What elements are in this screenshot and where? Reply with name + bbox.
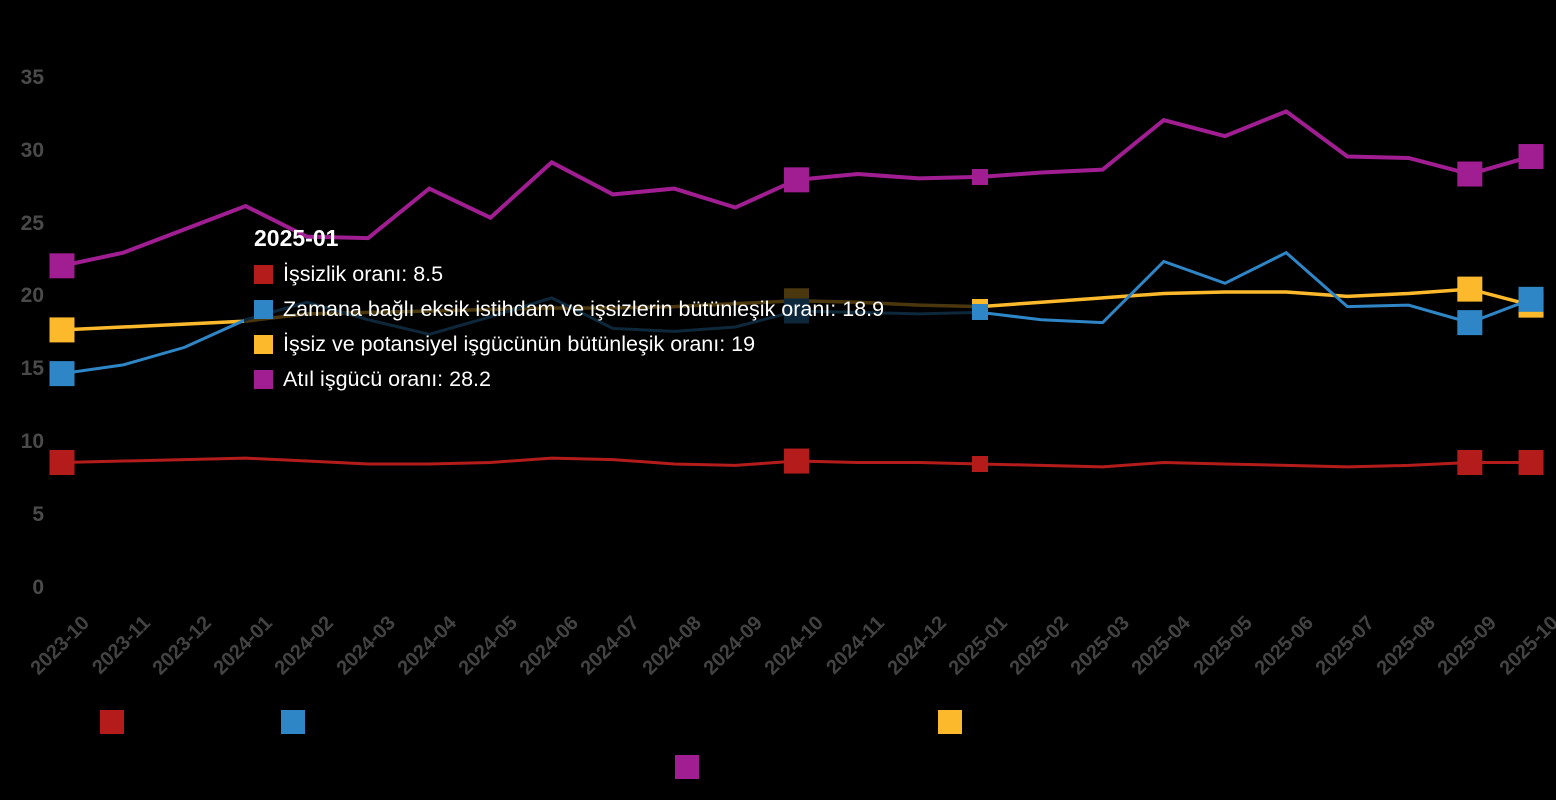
series-marker: [1518, 449, 1544, 475]
tooltip-series-text: Zamana bağlı eksik istihdam ve işsizleri…: [283, 297, 885, 321]
legend-label: Atıl işgücü oranı: [708, 755, 859, 778]
series-marker: [1457, 449, 1483, 475]
tooltip-series-swatch-icon: [254, 335, 273, 354]
tooltip-row: Zamana bağlı eksik istihdam ve işsizleri…: [254, 297, 884, 322]
tooltip-series-swatch-icon: [254, 300, 273, 319]
series-marker: [1457, 276, 1483, 302]
legend-item-0[interactable]: İşsizlik oranı: [100, 710, 249, 734]
series-marker: [49, 449, 75, 475]
series-marker: [1518, 144, 1544, 170]
y-axis-tick-label: 20: [20, 284, 44, 308]
tooltip-title: 2025-01: [254, 225, 339, 251]
tooltip-series-text: İşsizlik oranı: 8.5: [283, 262, 444, 286]
tooltip-series-text: Atıl işgücü oranı: 28.2: [283, 367, 491, 391]
legend-item-1[interactable]: Zamana bağlı eksik istihdam ve işsizleri…: [281, 710, 849, 734]
series-marker: [1518, 286, 1544, 312]
hovered-point-marker: [972, 455, 989, 472]
series-marker: [49, 317, 75, 343]
tooltip-row: Atıl işgücü oranı: 28.2: [254, 367, 884, 392]
tooltip-series-text: İşsiz ve potansiyel işgücünün bütünleşik…: [283, 332, 756, 356]
y-axis-tick-label: 30: [20, 138, 44, 162]
series-marker: [1457, 161, 1483, 187]
series-marker: [49, 253, 75, 279]
legend-label: Zamana bağlı eksik istihdam ve işsizleri…: [314, 710, 849, 733]
y-axis-tick-label: 0: [32, 575, 44, 599]
y-axis-tick-label: 10: [20, 430, 44, 454]
series-marker: [784, 448, 810, 474]
legend-swatch-icon: [100, 710, 124, 734]
hovered-point-marker: [972, 304, 989, 321]
series-marker: [49, 361, 75, 387]
y-axis-tick-label: 5: [32, 502, 44, 526]
legend-swatch-icon: [281, 710, 305, 734]
series-marker: [1457, 310, 1483, 336]
tooltip-background: [244, 247, 972, 409]
legend-swatch-icon: [938, 710, 962, 734]
y-axis-tick-label: 25: [20, 211, 44, 235]
tooltip-row: İşsiz ve potansiyel işgücünün bütünleşik…: [254, 332, 884, 357]
y-axis-tick-label: 15: [20, 357, 44, 381]
tooltip-series-swatch-icon: [254, 265, 273, 284]
legend-swatch-icon: [675, 755, 699, 779]
legend-label: İşsiz ve potansiyel işgücünün bütünleşik…: [971, 710, 1398, 733]
tooltip-series-swatch-icon: [254, 370, 273, 389]
tooltip-rows: İşsizlik oranı: 8.5 Zamana bağlı eksik is…: [254, 262, 884, 392]
legend-item-2[interactable]: İşsiz ve potansiyel işgücünün bütünleşik…: [938, 710, 1397, 734]
tooltip-row: İşsizlik oranı: 8.5: [254, 262, 884, 287]
legend-label: İşsizlik oranı: [133, 710, 249, 733]
legend-item-3[interactable]: Atıl işgücü oranı: [675, 755, 859, 779]
hovered-point-marker: [972, 168, 989, 185]
series-marker: [784, 167, 810, 193]
y-axis-tick-label: 35: [20, 65, 44, 89]
tooltip: 2025-01 İşsizlik oranı: 8.5 Zamana bağlı …: [254, 224, 884, 392]
